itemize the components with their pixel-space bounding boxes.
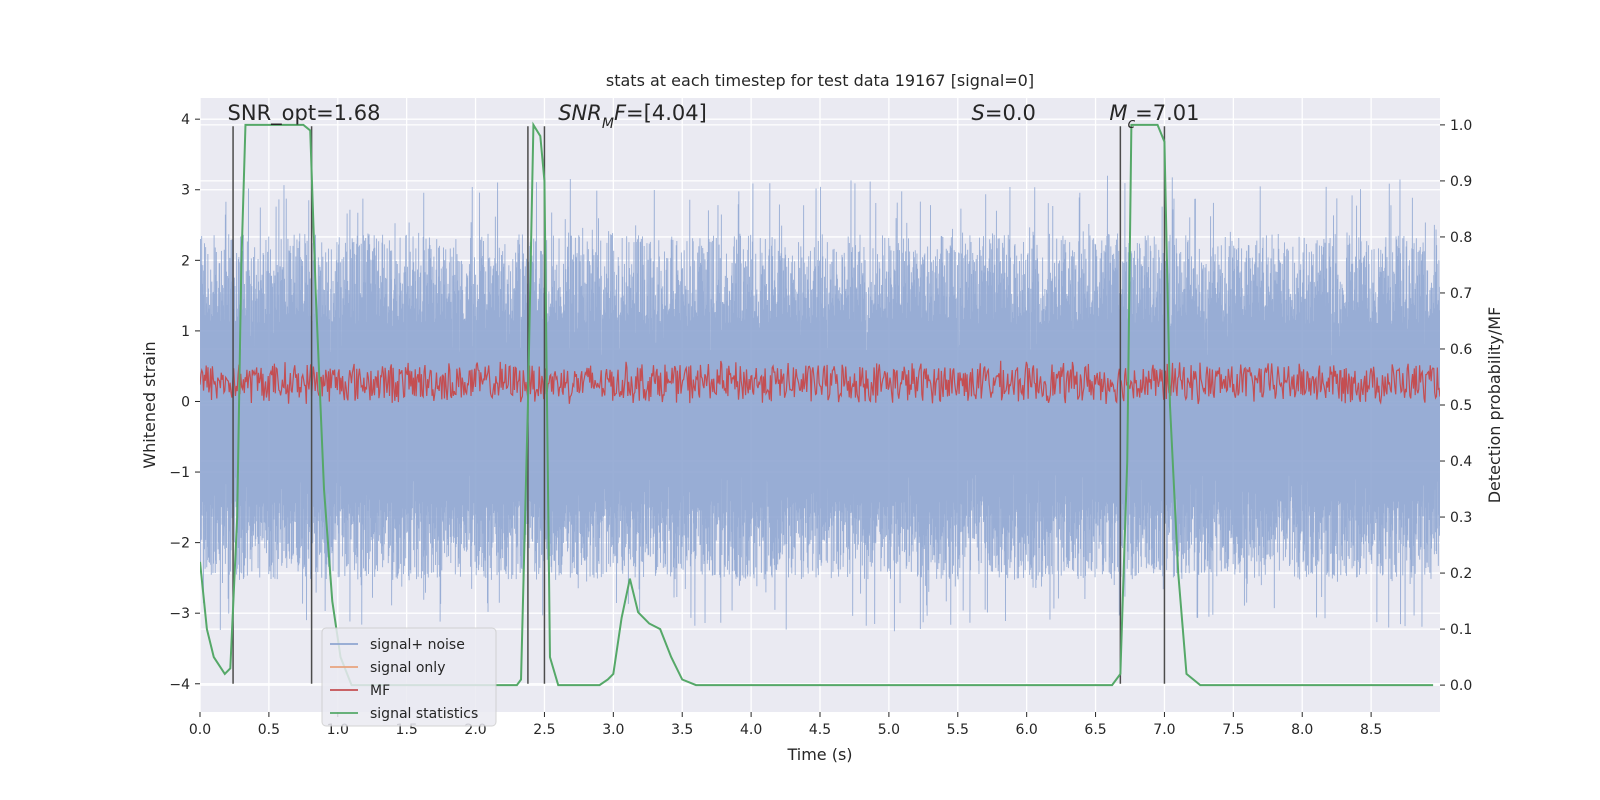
x-tick-label: 6.0 xyxy=(1016,722,1038,738)
annotation: SNRMF=[4.04] xyxy=(558,101,707,132)
y-right-tick-label: 0.5 xyxy=(1450,398,1472,414)
x-tick-label: 7.0 xyxy=(1153,722,1175,738)
signal-noise-series xyxy=(200,175,1440,632)
annotation-segment: M xyxy=(1109,101,1127,125)
annotation: S=0.0 xyxy=(972,101,1036,125)
y-right-tick-label: 0.0 xyxy=(1450,678,1472,694)
annotations: SNR_opt=1.68 SNRMF=[4.04] S=0.0 Mc=7.01 xyxy=(228,101,1200,132)
chart-title: stats at each timestep for test data 191… xyxy=(606,71,1034,90)
mf-series xyxy=(200,360,1440,405)
annotation-segment: =7.01 xyxy=(1135,101,1199,125)
y-tick-label: 0 xyxy=(181,394,190,410)
x-tick-label: 2.5 xyxy=(533,722,555,738)
x-axis-label: Time (s) xyxy=(786,745,852,764)
y-right-tick-label: 0.9 xyxy=(1450,174,1472,190)
x-tick-label: 8.0 xyxy=(1291,722,1313,738)
x-tick-label: 6.5 xyxy=(1084,722,1106,738)
x-tick-label: 4.5 xyxy=(809,722,831,738)
y-tick-label: 2 xyxy=(181,253,190,269)
x-tick-label: 5.0 xyxy=(878,722,900,738)
y-tick-label: 1 xyxy=(181,324,190,340)
y-right-tick-label: 0.6 xyxy=(1450,342,1472,358)
annotation-segment: F xyxy=(614,101,627,125)
y-right-tick-label: 1.0 xyxy=(1450,118,1472,134)
annotation: SNR_opt=1.68 xyxy=(228,101,381,126)
x-tick-label: 8.5 xyxy=(1360,722,1382,738)
y-axis-right-label: Detection probability/MF xyxy=(1485,307,1504,504)
y-right-tick-label: 0.3 xyxy=(1450,510,1472,526)
x-tick-label: 3.5 xyxy=(671,722,693,738)
annotation: Mc=7.01 xyxy=(1109,101,1199,132)
annotation-segment: SNR_opt=1.68 xyxy=(228,101,381,126)
y-tick-label: 4 xyxy=(181,112,190,128)
x-tick-label: 5.5 xyxy=(947,722,969,738)
x-tick-label: 3.0 xyxy=(602,722,624,738)
legend-label: signal+ noise xyxy=(370,637,465,653)
legend-label: MF xyxy=(370,683,390,699)
annotation-segment: =0.0 xyxy=(985,101,1036,125)
y-right-tick-label: 0.2 xyxy=(1450,566,1472,582)
x-tick-label: 7.5 xyxy=(1222,722,1244,738)
y-right-tick-label: 0.8 xyxy=(1450,230,1472,246)
y-tick-label: −2 xyxy=(169,536,190,552)
y-tick-label: −3 xyxy=(169,606,190,622)
legend-label: signal statistics xyxy=(370,706,478,722)
annotation-segment: c xyxy=(1127,116,1135,132)
y-right-tick-label: 0.1 xyxy=(1450,622,1472,638)
annotation-segment: =[4.04] xyxy=(626,101,707,125)
y-tick-label: −4 xyxy=(169,677,190,693)
y-axis-label: Whitened strain xyxy=(140,341,159,468)
annotation-segment: SNR xyxy=(558,101,602,125)
signal-statistics-series xyxy=(200,121,1434,687)
y-right-tick-label: 0.4 xyxy=(1450,454,1472,470)
annotation-segment: S xyxy=(972,101,985,125)
x-tick-label: 0.0 xyxy=(189,722,211,738)
y-tick-label: 3 xyxy=(181,183,190,199)
x-tick-label: 4.0 xyxy=(740,722,762,738)
legend-label: signal only xyxy=(370,660,445,676)
legend-box xyxy=(321,627,497,727)
x-tick-label: 0.5 xyxy=(258,722,280,738)
legend: signal+ noise signal only MF signal statist… xyxy=(321,627,497,727)
y-right-tick-label: 0.7 xyxy=(1450,286,1472,302)
plot-data xyxy=(200,121,1440,687)
annotation-segment: M xyxy=(602,116,614,132)
y-tick-label: −1 xyxy=(169,465,190,481)
